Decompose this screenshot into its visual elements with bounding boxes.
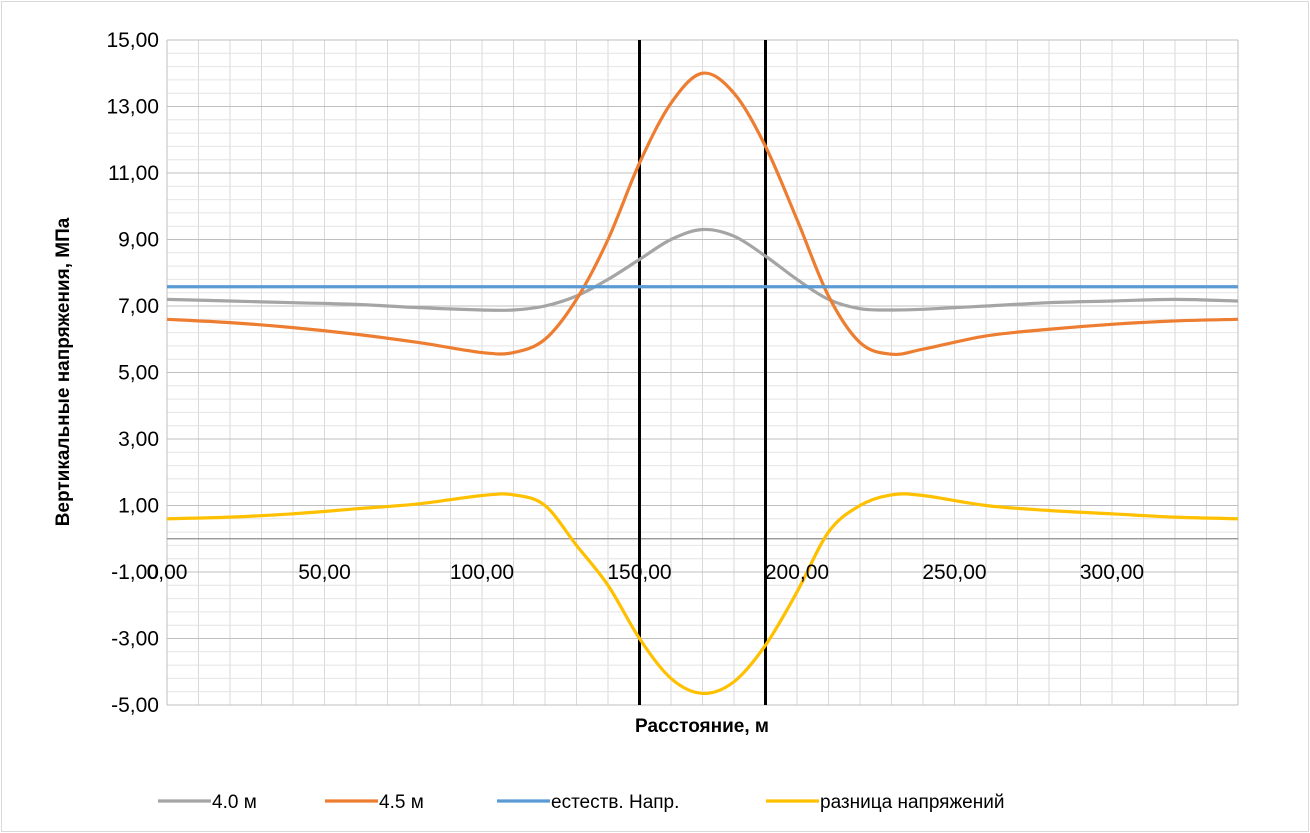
legend-label: 4.0 м (212, 792, 257, 813)
y-tick-label: 9,00 (118, 229, 159, 252)
x-tick-label: 50,00 (298, 561, 351, 584)
y-tick-label: -5,00 (111, 694, 159, 717)
legend-label: естеств. Напр. (551, 792, 679, 813)
y-tick-label: 1,00 (118, 495, 159, 518)
vertical-marker-lines (638, 40, 767, 705)
y-tick-label: 3,00 (118, 428, 159, 451)
series-line-4 (166, 492, 1239, 695)
y-tick-label: -3,00 (111, 628, 159, 651)
y-tick-label: 7,00 (118, 295, 159, 318)
y-tick-label: 13,00 (106, 96, 159, 119)
major-gridlines (166, 39, 1239, 706)
x-tick-label: 150,00 (607, 561, 671, 584)
y-tick-label: 11,00 (108, 162, 159, 185)
series-line-1 (166, 227, 1239, 312)
legend-label: разница напряжений (820, 792, 1004, 813)
x-tick-label: 300,00 (1080, 561, 1144, 584)
x-tick-label: 100,00 (450, 561, 514, 584)
legend-item: разница напряжений (766, 792, 1004, 813)
y-tick-labels: 15,00 13,00 11,00 9,00 7,00 5,00 3,00 1,00 -1,00… (106, 29, 159, 717)
legend-item: 4.0 м (158, 792, 257, 813)
y-tick-label: -1,00 (111, 561, 159, 584)
legend: 4.0 м 4.5 м естеств. Напр. разница напряжен… (158, 792, 1004, 813)
x-axis-title: Расстояние, м (635, 716, 769, 737)
y-tick-label: 5,00 (118, 362, 159, 385)
x-tick-label: 0,00 (147, 561, 188, 584)
y-tick-label: 15,00 (106, 29, 159, 52)
legend-item: 4.5 м (325, 792, 424, 813)
x-tick-labels: 0,00 50,00 100,00 150,00 200,00 250,00 300,00 (147, 561, 1145, 584)
legend-label: 4.5 м (379, 792, 424, 813)
y-axis-title: Вертикальные напряжения, МПа (53, 217, 74, 526)
x-tick-label: 250,00 (922, 561, 986, 584)
x-tick-label: 200,00 (765, 561, 829, 584)
legend-item: естеств. Напр. (497, 792, 679, 813)
series-lines (166, 71, 1239, 695)
series-line-2 (166, 71, 1239, 357)
